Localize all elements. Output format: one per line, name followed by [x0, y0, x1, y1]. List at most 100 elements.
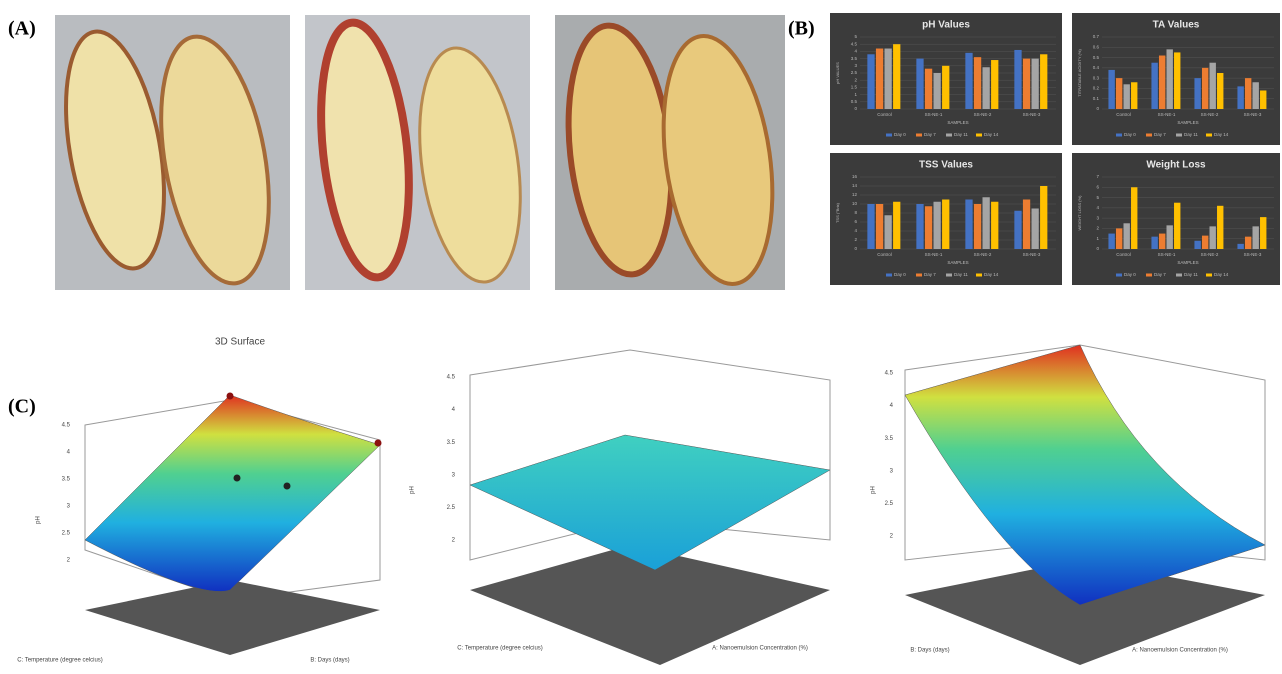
bar [875, 204, 884, 249]
legend-swatch [946, 133, 952, 137]
y-axis-label: pH VALUES [835, 62, 840, 84]
y-tick-label: 4.5 [851, 41, 858, 46]
y-tick-label: 5 [1096, 195, 1099, 200]
y-tick-label: 2 [854, 77, 857, 82]
axis-label: C: Temperature (degree celcius) [17, 658, 103, 664]
y-tick-label: 0 [1096, 106, 1099, 111]
x-tick-label: SS-NE-3 [1244, 112, 1262, 117]
axis-label: A: Nanoemulsion Concentration (%) [712, 646, 808, 652]
bar [933, 73, 941, 109]
legend-swatch [1116, 273, 1122, 277]
y-tick-label: 4 [854, 49, 857, 54]
legend-swatch [1206, 273, 1212, 277]
legend-label: Day 0 [894, 132, 906, 137]
bar [1209, 62, 1216, 109]
legend-label: Day 7 [1154, 132, 1166, 137]
legend-label: Day 0 [1124, 272, 1136, 277]
photo [55, 15, 290, 290]
bar [991, 60, 999, 109]
bar [1158, 55, 1166, 109]
chart-title: TA Values [1153, 20, 1200, 31]
y-tick-label: 16 [852, 174, 858, 179]
z-tick-label: 3 [67, 504, 71, 510]
bar [1014, 210, 1022, 249]
y-tick-label: 10 [852, 201, 858, 206]
y-tick-label: 3 [1096, 215, 1099, 220]
x-tick-label: Control [877, 252, 892, 257]
y-tick-label: 4 [1096, 205, 1099, 210]
bar [1174, 202, 1181, 249]
bar [1108, 69, 1115, 109]
bar [1260, 90, 1267, 109]
y-tick-label: 0 [1096, 246, 1099, 251]
y-tick-label: 0.4 [1093, 65, 1100, 70]
bar [916, 58, 924, 109]
bar [982, 67, 990, 109]
bar [1031, 58, 1039, 109]
x-tick-label: SS-NE-2 [1201, 252, 1219, 257]
bar [1201, 235, 1209, 249]
y-tick-label: 6 [1096, 184, 1099, 189]
bar [1108, 233, 1115, 249]
bar [1022, 58, 1031, 109]
bar [942, 199, 950, 249]
z-tick-label: 4.5 [885, 371, 894, 377]
x-axis-label: SAMPLES [1177, 120, 1198, 125]
bar [1040, 186, 1048, 249]
y-tick-label: 0.1 [1093, 96, 1100, 101]
legend-label: Day 7 [924, 272, 936, 277]
photo [305, 15, 530, 290]
y-tick-label: 1.5 [851, 85, 858, 90]
legend-swatch [1206, 133, 1212, 137]
bar [1201, 67, 1209, 109]
legend-swatch [1146, 133, 1152, 137]
bar [1158, 233, 1166, 249]
legend-label: Day 11 [1184, 132, 1198, 137]
x-tick-label: SS-NE-3 [1244, 252, 1262, 257]
y-tick-label: 14 [852, 183, 858, 188]
y-tick-label: 7 [1096, 174, 1099, 179]
legend-swatch [886, 133, 892, 137]
bar [916, 204, 924, 249]
bar [1260, 217, 1267, 249]
bar [933, 201, 941, 249]
legend-swatch [1146, 273, 1152, 277]
y-tick-label: 2 [1096, 226, 1099, 231]
x-tick-label: SS-NE-2 [974, 112, 992, 117]
legend-swatch [886, 273, 892, 277]
y-tick-label: 0.5 [1093, 55, 1100, 60]
bar [973, 57, 982, 109]
legend-label: Day 14 [984, 132, 999, 137]
surface-title: 3D Surface [215, 337, 265, 348]
x-tick-label: Control [877, 112, 892, 117]
bar [1031, 208, 1039, 249]
photo [555, 15, 785, 290]
x-tick-label: SS-NE-1 [1158, 112, 1176, 117]
y-tick-label: 5 [854, 34, 857, 39]
y-tick-label: 0.2 [1093, 86, 1100, 91]
legend-swatch [1116, 133, 1122, 137]
y-tick-label: 0 [854, 106, 857, 111]
y-tick-label: 6 [854, 219, 857, 224]
bar [1252, 226, 1259, 249]
bar [884, 215, 892, 249]
y-tick-label: 0.5 [851, 99, 858, 104]
bar [1194, 240, 1201, 249]
bar [1194, 78, 1201, 109]
bar [1123, 84, 1130, 109]
chart-title: TSS Values [919, 160, 973, 171]
bar [1217, 73, 1224, 109]
legend-label: Day 14 [1214, 132, 1229, 137]
y-tick-label: 2 [854, 237, 857, 242]
axis-label: B: Days (days) [910, 648, 949, 654]
axis-label: A: Nanoemulsion Concentration (%) [1132, 648, 1228, 654]
bar [867, 54, 875, 109]
y-tick-label: 0.7 [1093, 34, 1100, 39]
z-axis-label: pH [410, 486, 416, 494]
y-tick-label: 12 [852, 192, 858, 197]
z-tick-label: 3.5 [62, 477, 71, 483]
y-tick-label: 0 [854, 246, 857, 251]
x-tick-label: SS-NE-2 [1201, 112, 1219, 117]
x-tick-label: SS-NE-1 [1158, 252, 1176, 257]
y-tick-label: 0.6 [1093, 44, 1100, 49]
